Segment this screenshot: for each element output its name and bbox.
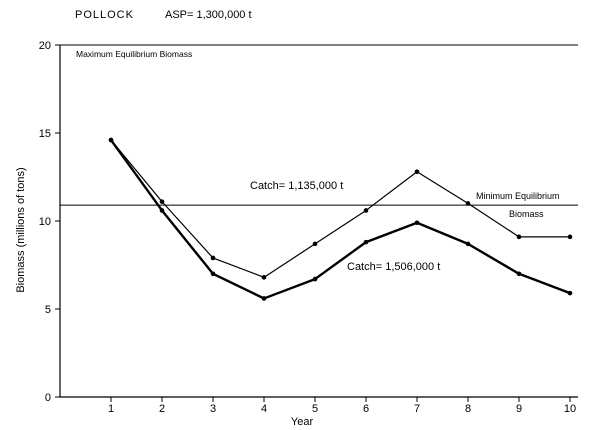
max-equilibrium-label: Maximum Equilibrium Biomass bbox=[76, 49, 192, 59]
series-2-point bbox=[567, 290, 573, 296]
x-tick-label: 9 bbox=[516, 403, 522, 415]
x-tick-label: 5 bbox=[312, 403, 318, 415]
y-tick-label: 5 bbox=[45, 304, 51, 316]
series-1-point bbox=[159, 199, 165, 204]
series-2-point bbox=[210, 271, 216, 277]
y-tick-label: 15 bbox=[39, 128, 51, 140]
header-title: POLLOCK bbox=[75, 9, 134, 21]
x-tick-label: 3 bbox=[210, 403, 216, 415]
series-line-1 bbox=[110, 139, 570, 278]
y-tick-label: 10 bbox=[39, 216, 51, 228]
series-2-point bbox=[312, 276, 318, 282]
series-2-point bbox=[414, 220, 420, 226]
x-tick-label: 4 bbox=[261, 403, 267, 415]
header-asp: ASP= 1,300,000 t bbox=[165, 9, 252, 21]
x-tick-label: 7 bbox=[414, 403, 420, 415]
y-axis-title: Biomass (millions of tons) bbox=[15, 167, 27, 292]
x-tick-label: 10 bbox=[564, 403, 576, 415]
min-equilibrium-label-line1: Minimum Equilibrium bbox=[476, 191, 560, 201]
x-tick-label: 2 bbox=[159, 403, 165, 415]
series-label-catch-1506000: Catch= 1,506,000 t bbox=[347, 261, 440, 273]
x-axis-title: Year bbox=[291, 416, 314, 428]
series-1-point bbox=[210, 255, 216, 261]
x-tick-label: 1 bbox=[108, 403, 114, 415]
series-line-2 bbox=[110, 139, 571, 300]
series-1-point bbox=[261, 275, 267, 280]
x-tick-label: 8 bbox=[465, 403, 471, 415]
series-2-point bbox=[159, 208, 165, 213]
series-2-point bbox=[516, 271, 522, 277]
x-tick-label: 6 bbox=[363, 403, 369, 415]
series-2-point bbox=[108, 137, 114, 143]
series-1-point bbox=[363, 208, 369, 213]
series-1-point bbox=[465, 201, 471, 206]
series-2-point bbox=[363, 239, 369, 245]
y-tick-label: 0 bbox=[45, 392, 51, 404]
series-2-point bbox=[261, 296, 267, 301]
min-equilibrium-label-line2: Biomass bbox=[509, 209, 544, 219]
series-1-point bbox=[414, 169, 420, 175]
series-1-point bbox=[516, 234, 522, 240]
y-tick-label: 20 bbox=[39, 40, 51, 52]
series-label-catch-1135000: Catch= 1,135,000 t bbox=[250, 180, 343, 192]
series-2-point bbox=[465, 241, 471, 247]
series-1-point bbox=[567, 234, 573, 240]
series-1-point bbox=[312, 241, 318, 247]
